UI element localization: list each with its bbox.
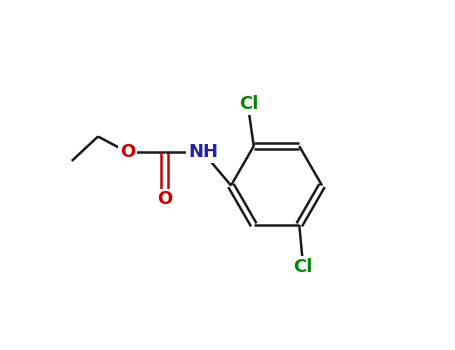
- Text: NH: NH: [188, 143, 218, 161]
- Text: Cl: Cl: [239, 95, 258, 113]
- Text: Cl: Cl: [293, 258, 313, 276]
- Text: O: O: [120, 143, 136, 161]
- Text: O: O: [157, 190, 172, 209]
